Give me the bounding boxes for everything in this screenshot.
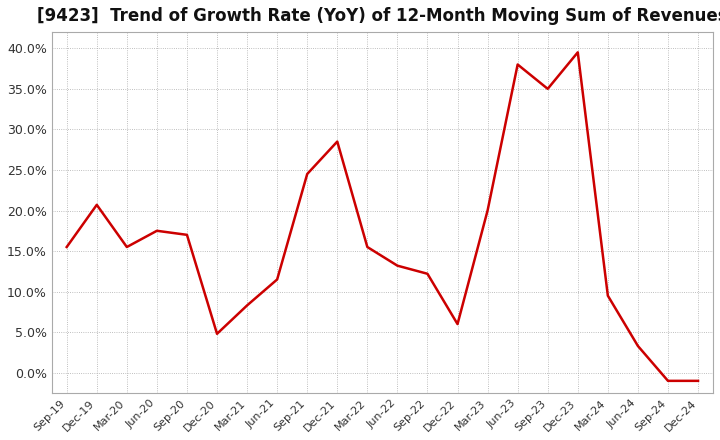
- Title: [9423]  Trend of Growth Rate (YoY) of 12-Month Moving Sum of Revenues: [9423] Trend of Growth Rate (YoY) of 12-…: [37, 7, 720, 25]
